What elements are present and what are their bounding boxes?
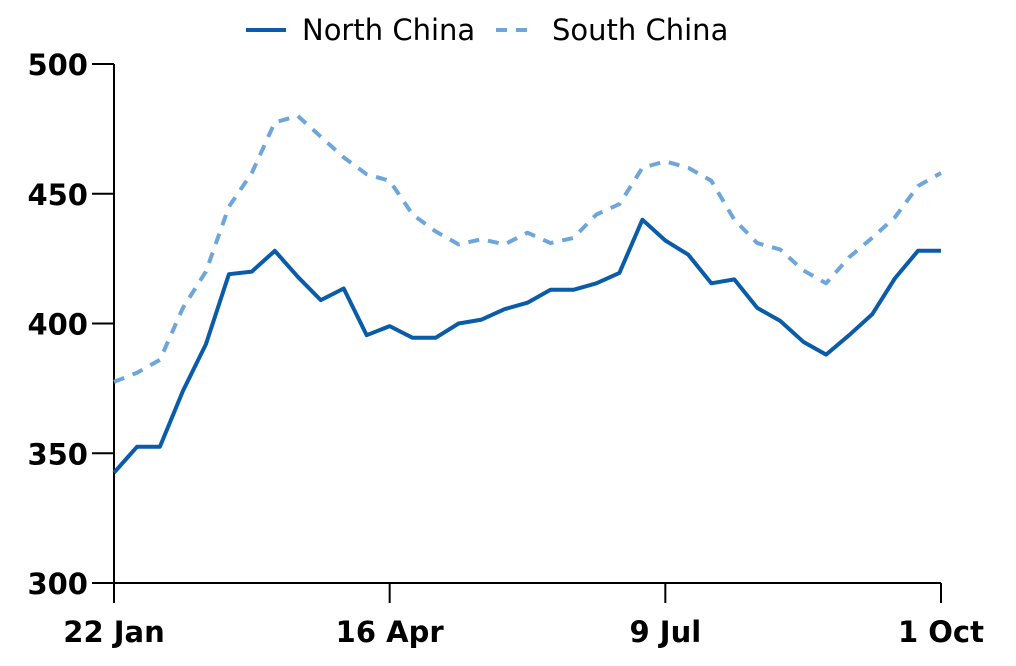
x-axis-tick-labels: 22 Jan 16 Apr 9 Jul 1 Oct	[63, 615, 984, 649]
chart-series	[112, 113, 942, 475]
chart-legend: North China South China	[246, 13, 728, 47]
y-tick-label: 400	[27, 308, 88, 342]
y-tick-label: 350	[27, 437, 88, 471]
series-line-south-china	[113, 113, 942, 384]
chart-axes	[92, 63, 942, 603]
legend-label-north-china: North China	[302, 13, 475, 47]
legend-label-south-china: South China	[552, 13, 728, 47]
y-tick-label: 450	[27, 178, 88, 212]
y-axis-tick-labels: 300 350 400 450 500	[27, 48, 88, 601]
x-tick-label: 22 Jan	[63, 615, 164, 649]
y-tick-label: 300	[27, 567, 88, 601]
series-line-north-china	[112, 217, 941, 475]
x-tick-label: 1 Oct	[898, 615, 984, 649]
y-tick-label: 500	[27, 48, 88, 82]
x-tick-label: 9 Jul	[630, 615, 702, 649]
x-tick-label: 16 Apr	[336, 615, 445, 649]
